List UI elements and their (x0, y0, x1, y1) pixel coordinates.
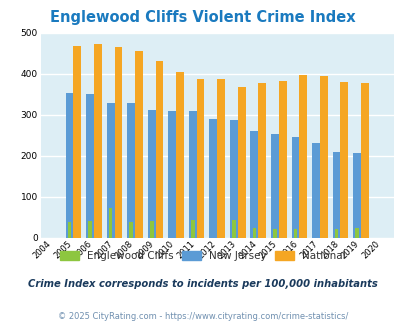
Bar (88, 221, 92, 238)
Bar (188, 111, 196, 238)
Bar (135, 51, 143, 238)
Bar (339, 82, 347, 238)
Bar (291, 137, 298, 238)
Bar (360, 82, 368, 238)
Bar (149, 221, 153, 238)
Bar (209, 118, 217, 238)
Bar (114, 47, 122, 238)
Bar (311, 144, 319, 238)
Bar (334, 229, 337, 238)
Bar (298, 75, 307, 238)
Bar (129, 222, 133, 238)
Bar (168, 111, 176, 238)
Bar (352, 153, 360, 238)
Bar (319, 76, 327, 238)
Bar (68, 222, 71, 238)
Bar (293, 229, 296, 238)
Bar (94, 44, 102, 238)
Bar (86, 94, 94, 238)
Bar (258, 83, 265, 238)
Bar (147, 110, 155, 238)
Bar (196, 79, 204, 238)
Bar (176, 72, 183, 238)
Bar (229, 120, 237, 238)
Bar (237, 87, 245, 238)
Bar (278, 81, 286, 238)
Bar (250, 131, 258, 238)
Bar (155, 61, 163, 238)
Bar (109, 208, 112, 238)
Bar (252, 228, 256, 238)
Bar (127, 103, 135, 238)
Bar (231, 219, 235, 238)
Bar (73, 46, 81, 238)
Text: Englewood Cliffs Violent Crime Index: Englewood Cliffs Violent Crime Index (50, 10, 355, 25)
Text: © 2025 CityRating.com - https://www.cityrating.com/crime-statistics/: © 2025 CityRating.com - https://www.city… (58, 312, 347, 321)
Legend: Englewood Cliffs, New Jersey, National: Englewood Cliffs, New Jersey, National (60, 251, 345, 261)
Bar (271, 134, 278, 238)
Bar (217, 79, 224, 238)
Bar (190, 220, 194, 238)
Bar (107, 103, 114, 238)
Bar (273, 229, 276, 238)
Bar (66, 93, 73, 238)
Text: Crime Index corresponds to incidents per 100,000 inhabitants: Crime Index corresponds to incidents per… (28, 279, 377, 289)
Bar (354, 228, 358, 238)
Bar (332, 152, 339, 238)
